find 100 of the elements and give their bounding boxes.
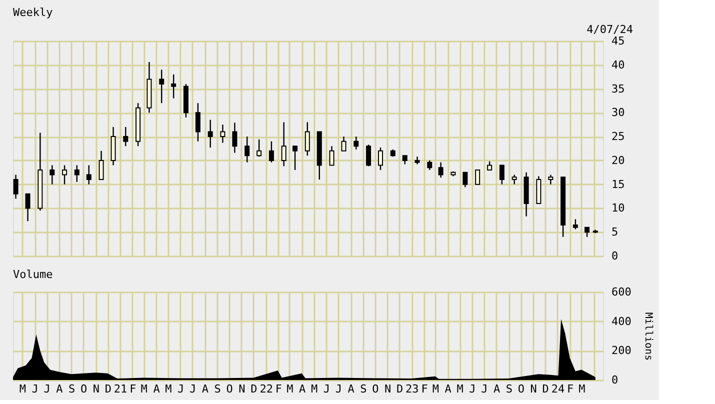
candlestick bbox=[208, 119, 213, 148]
candlestick bbox=[329, 146, 334, 166]
x-tick-label: J bbox=[323, 382, 330, 396]
candlestick bbox=[536, 176, 542, 204]
candlestick bbox=[244, 136, 250, 163]
x-tick-label: S bbox=[360, 382, 367, 396]
x-tick-label: A bbox=[153, 382, 160, 396]
candlestick bbox=[123, 126, 128, 147]
x-tick-label: N bbox=[384, 382, 392, 396]
x-tick-label: M bbox=[286, 382, 294, 396]
candlestick bbox=[341, 136, 346, 152]
x-tick-label: F bbox=[567, 382, 574, 396]
y-tick-label: 0 bbox=[612, 374, 618, 386]
x-tick-label: M bbox=[165, 382, 172, 396]
x-tick-label: D bbox=[542, 382, 549, 396]
x-tick-label: D bbox=[250, 382, 258, 396]
candlestick bbox=[220, 124, 226, 144]
x-tick-label: S bbox=[506, 382, 513, 396]
x-tick-label: S bbox=[214, 382, 221, 396]
x-tick-label: A bbox=[298, 382, 306, 396]
candlestick bbox=[462, 172, 468, 188]
candlestick bbox=[159, 69, 164, 104]
y-tick-label: 10 bbox=[612, 202, 625, 215]
candlestick bbox=[98, 150, 104, 180]
x-tick-label: M bbox=[140, 382, 148, 396]
candlestick bbox=[232, 122, 238, 154]
candlestick bbox=[512, 174, 517, 185]
candlestick bbox=[304, 122, 310, 156]
candlestick bbox=[86, 164, 92, 185]
x-tick-label: O bbox=[372, 382, 379, 396]
x-tick-label: A bbox=[444, 382, 452, 396]
x-tick-label: 24 bbox=[551, 382, 565, 396]
candlestick bbox=[74, 164, 80, 183]
candlestick bbox=[62, 164, 68, 185]
candlestick bbox=[25, 193, 30, 222]
x-tick-label: M bbox=[578, 382, 586, 396]
x-tick-label: M bbox=[310, 382, 318, 396]
chart-title: Volume bbox=[13, 268, 53, 281]
x-tick-label: D bbox=[396, 382, 404, 396]
candlestick bbox=[171, 74, 176, 99]
y-tick-label: 25 bbox=[612, 130, 625, 144]
x-tick-label: J bbox=[190, 382, 196, 396]
x-tick-label: S bbox=[68, 382, 76, 396]
x-tick-label: 21 bbox=[114, 382, 128, 396]
candlestick bbox=[572, 218, 578, 230]
candlestick bbox=[195, 102, 200, 142]
y-axis-title: Millions bbox=[642, 312, 654, 361]
y-tick-label: 40 bbox=[612, 58, 625, 72]
x-tick-label: A bbox=[494, 382, 501, 396]
candlestick bbox=[475, 170, 480, 185]
x-tick-label: N bbox=[238, 382, 246, 396]
candlestick bbox=[584, 226, 590, 238]
y-tick-label: 35 bbox=[612, 82, 625, 96]
y-tick-label: 20 bbox=[612, 154, 625, 167]
x-tick-label: M bbox=[456, 382, 464, 396]
x-tick-label: O bbox=[226, 382, 233, 396]
candlestick bbox=[13, 174, 18, 200]
x-tick-label: O bbox=[518, 382, 525, 396]
x-tick-label: F bbox=[275, 382, 282, 396]
x-tick-label: A bbox=[202, 382, 209, 396]
candlestick bbox=[548, 174, 554, 185]
x-tick-label: F bbox=[130, 382, 136, 396]
x-tick-label: 22 bbox=[260, 382, 273, 396]
y-tick-label: 15 bbox=[612, 178, 625, 191]
candlestick bbox=[268, 140, 274, 163]
x-tick-label: A bbox=[348, 382, 355, 396]
chart-title: Weekly bbox=[13, 6, 54, 19]
x-tick-label: J bbox=[469, 382, 476, 396]
candlestick bbox=[281, 122, 286, 167]
x-tick-label: D bbox=[104, 382, 112, 396]
candlestick bbox=[110, 126, 116, 166]
candlestick bbox=[292, 146, 298, 171]
candlestick bbox=[256, 138, 262, 158]
candlestick bbox=[50, 164, 55, 185]
candlestick bbox=[354, 136, 359, 150]
candlestick bbox=[499, 164, 504, 185]
y-tick-label: 45 bbox=[612, 34, 625, 48]
y-tick-label: 30 bbox=[612, 106, 625, 120]
x-tick-label: J bbox=[44, 382, 50, 396]
candlestick bbox=[427, 160, 432, 171]
x-tick-label: M bbox=[432, 382, 440, 396]
x-tick-label: J bbox=[481, 382, 488, 396]
x-tick-label: O bbox=[80, 382, 88, 396]
x-tick-label: M bbox=[19, 382, 26, 396]
x-tick-label: J bbox=[32, 382, 38, 396]
x-tick-label: J bbox=[335, 382, 342, 396]
candlestick bbox=[438, 162, 444, 178]
x-tick-label: A bbox=[56, 382, 64, 396]
x-tick-label: N bbox=[530, 382, 537, 396]
x-tick-label: N bbox=[92, 382, 100, 396]
x-tick-label: 23 bbox=[406, 382, 419, 396]
text: 4/07/24 bbox=[586, 23, 634, 36]
y-tick-label: 600 bbox=[612, 286, 632, 298]
candlestick bbox=[378, 146, 383, 171]
y-tick-label: 200 bbox=[612, 344, 632, 358]
y-tick-label: 0 bbox=[612, 250, 618, 262]
candlestick bbox=[366, 144, 372, 167]
x-tick-label: F bbox=[421, 382, 428, 396]
x-tick-label: J bbox=[178, 382, 184, 396]
y-tick-label: 5 bbox=[612, 226, 618, 239]
